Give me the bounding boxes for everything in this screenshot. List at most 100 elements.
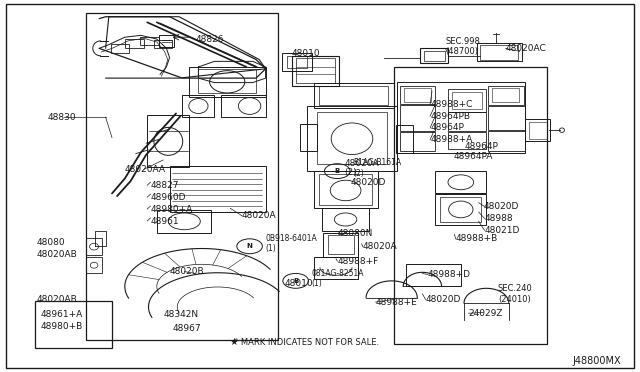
Text: N: N	[246, 243, 253, 249]
Bar	[400, 132, 435, 151]
Text: 48010: 48010	[285, 279, 314, 288]
Text: 48988+F: 48988+F	[337, 257, 378, 266]
Text: B1AG-B161A
(2): B1AG-B161A (2)	[353, 158, 401, 178]
Text: 48020A: 48020A	[242, 211, 276, 220]
Text: SEC.998
(48700): SEC.998 (48700)	[445, 37, 480, 56]
Text: 48960D: 48960D	[150, 193, 186, 202]
Bar	[282, 53, 312, 71]
Bar	[492, 88, 519, 102]
Bar	[221, 95, 266, 117]
Bar	[189, 67, 266, 97]
Bar	[86, 238, 102, 255]
Bar	[440, 197, 481, 222]
Bar	[477, 43, 522, 61]
Bar	[170, 166, 266, 212]
Bar	[480, 45, 518, 60]
Text: 48021D: 48021D	[484, 226, 520, 235]
Bar	[435, 171, 486, 193]
Text: 48080: 48080	[36, 238, 65, 247]
Text: B: B	[293, 278, 298, 284]
Text: 48020AB: 48020AB	[36, 295, 77, 304]
Bar	[435, 194, 486, 225]
Bar	[525, 119, 550, 141]
Text: 48988+B: 48988+B	[456, 234, 498, 243]
Text: 48020D: 48020D	[483, 202, 518, 211]
Bar	[35, 301, 112, 348]
Text: 48964P: 48964P	[430, 124, 464, 132]
Text: 48080N: 48080N	[337, 229, 372, 238]
Bar	[157, 210, 211, 232]
Text: 48964PB: 48964PB	[430, 112, 470, 121]
Text: 48342N: 48342N	[163, 310, 198, 319]
Text: (2): (2)	[344, 169, 357, 177]
Bar	[125, 39, 144, 48]
Bar	[307, 106, 397, 171]
Bar	[452, 92, 482, 109]
Bar	[154, 40, 172, 48]
Text: SEC.240
(24010): SEC.240 (24010)	[498, 284, 532, 304]
Bar	[300, 124, 317, 151]
Bar	[314, 83, 394, 108]
Bar	[488, 86, 524, 105]
Text: 48826: 48826	[195, 35, 224, 44]
Text: 48020D: 48020D	[426, 295, 461, 304]
Text: 24029Z: 24029Z	[468, 309, 503, 318]
Bar	[182, 95, 214, 117]
Text: 48964P: 48964P	[465, 142, 499, 151]
Bar	[424, 51, 445, 61]
Bar	[292, 56, 339, 86]
Bar	[400, 105, 435, 131]
Bar	[86, 13, 278, 340]
Bar	[319, 174, 372, 205]
Text: 48964PA: 48964PA	[453, 153, 493, 161]
Text: 48020AA: 48020AA	[125, 165, 166, 174]
Text: 48980+A: 48980+A	[150, 205, 193, 214]
Text: 48980+B: 48980+B	[40, 322, 83, 331]
Text: 0B918-6401A
(1): 0B918-6401A (1)	[266, 234, 317, 253]
Bar	[317, 112, 387, 164]
Bar	[404, 88, 431, 102]
Bar	[287, 56, 307, 68]
Text: 48020B: 48020B	[170, 267, 204, 276]
Bar	[111, 44, 129, 53]
Bar	[529, 122, 547, 139]
Text: 48020A: 48020A	[363, 242, 397, 251]
Text: 48020AC: 48020AC	[506, 44, 547, 53]
Text: 48988+C: 48988+C	[430, 100, 472, 109]
Text: 48988: 48988	[484, 214, 513, 223]
Text: 48020AB: 48020AB	[36, 250, 77, 259]
Bar	[140, 37, 159, 45]
Text: 48961+A: 48961+A	[40, 310, 83, 319]
Text: 48988+E: 48988+E	[376, 298, 417, 307]
Bar	[488, 131, 525, 151]
Text: 081AG-8251A
(1): 081AG-8251A (1)	[311, 269, 364, 288]
Bar	[397, 82, 525, 153]
Bar	[314, 257, 358, 279]
Text: * MARK INDICATES NOT FOR SALE.: * MARK INDICATES NOT FOR SALE.	[234, 338, 379, 347]
Bar	[314, 171, 378, 208]
Text: 48010: 48010	[291, 49, 320, 58]
Bar	[488, 106, 525, 130]
Text: ★: ★	[229, 337, 238, 347]
Text: 48020D: 48020D	[351, 178, 386, 187]
Bar	[420, 48, 448, 63]
Bar	[147, 115, 189, 167]
Text: 48967: 48967	[173, 324, 202, 333]
Bar	[319, 86, 388, 105]
Bar	[406, 264, 461, 286]
Bar	[322, 208, 369, 231]
Text: 48020A: 48020A	[344, 159, 379, 168]
Text: B: B	[335, 168, 340, 174]
Text: 48830: 48830	[48, 113, 77, 122]
Bar	[396, 125, 413, 153]
Text: J48800MX: J48800MX	[573, 356, 621, 366]
Text: 48988+A: 48988+A	[430, 135, 472, 144]
Bar	[86, 257, 102, 273]
Text: 48961: 48961	[150, 217, 179, 226]
Bar	[328, 235, 354, 254]
Text: 48988+D: 48988+D	[428, 270, 470, 279]
Bar	[198, 69, 256, 93]
Text: 48827: 48827	[150, 182, 179, 190]
Bar	[448, 89, 486, 112]
Bar	[159, 35, 174, 46]
